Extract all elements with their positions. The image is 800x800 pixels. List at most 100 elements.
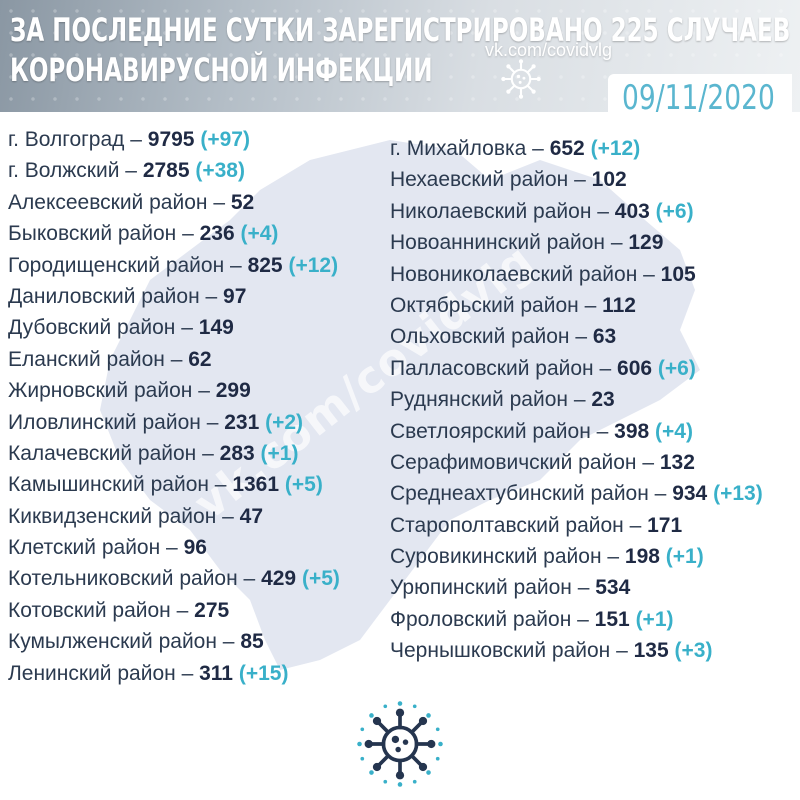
district-row: Чернышковский район – 135 (+3) — [390, 639, 713, 663]
district-row: Светлоярский район – 398 (+4) — [390, 419, 693, 443]
header-banner: ЗА ПОСЛЕДНИЕ СУТКИ ЗАРЕГИСТРИРОВАНО 225 … — [0, 0, 800, 122]
district-row: Серафимовичский район – 132 — [390, 450, 695, 474]
district-name: Среднеахтубинский район — [390, 482, 649, 506]
district-total: 1361 — [232, 473, 280, 497]
virus-icon — [355, 699, 445, 789]
district-total: 652 — [549, 137, 585, 160]
district-name: г. Волжский — [8, 159, 120, 183]
virus-icon — [501, 59, 541, 99]
district-row: г. Волгоград – 9795 (+97) — [8, 128, 250, 151]
headline-line-2: КОРОНАВИРУСНОЙ ИНФЕКЦИИ — [10, 51, 433, 89]
district-row: Кумылженский район – 85 — [8, 630, 264, 654]
district-name: Николаевский район — [390, 199, 592, 223]
district-row: Быковский район – 236 (+4) — [8, 222, 279, 246]
district-total: 132 — [659, 450, 695, 474]
district-name: г. Волгоград — [8, 128, 125, 151]
district-total: 102 — [591, 168, 627, 192]
district-name: г. Михайловка — [390, 137, 527, 160]
district-name: Быковский район — [8, 222, 177, 246]
headline-line-1: ЗА ПОСЛЕДНИЕ СУТКИ ЗАРЕГИСТРИРОВАНО 225 … — [10, 11, 791, 49]
district-list-right: г. Михайловка – 652 (+12) Нехаевский райо… — [390, 133, 763, 667]
district-name: Клетский район — [8, 536, 161, 560]
district-list-left: г. Волгоград – 9795 (+97) г. Волжский – 2… — [8, 124, 340, 689]
district-increase: (+1) — [665, 545, 704, 569]
district-total: 97 — [223, 284, 247, 308]
district-total: 299 — [215, 379, 251, 403]
district-total: 311 — [199, 661, 233, 685]
district-total: 62 — [188, 347, 212, 371]
district-name: Руднянский район — [390, 388, 568, 412]
district-total: 398 — [614, 419, 650, 443]
district-name: Еланский район — [8, 347, 165, 371]
district-name: Ленинский район — [8, 661, 176, 685]
district-total: 85 — [240, 630, 264, 654]
district-increase: (+3) — [674, 639, 713, 663]
district-row: Алексеевский район – 52 — [8, 190, 255, 214]
date-badge: 09/11/2020 — [608, 74, 792, 122]
district-row: Октябрьский район – 112 — [390, 293, 636, 317]
district-total: 135 — [633, 639, 669, 663]
district-name: Кумылженский район — [8, 630, 217, 654]
district-total: 151 — [594, 607, 630, 631]
district-name: Алексеевский район — [8, 190, 208, 214]
district-total: 171 — [647, 513, 683, 537]
district-row: Новониколаевский район – 105 — [390, 262, 696, 286]
district-name: Киквидзенский район — [8, 504, 217, 528]
district-total: 231 — [224, 410, 260, 434]
district-row: г. Михайловка – 652 (+12) — [390, 137, 641, 160]
district-total: 52 — [230, 190, 255, 214]
district-total: 534 — [595, 576, 631, 600]
district-row: Жирновский район – 299 — [8, 379, 251, 403]
district-name: Камышинский район — [8, 473, 209, 497]
district-row: г. Волжский – 2785 (+38) — [8, 159, 245, 183]
district-row: Городищенский район – 825 (+12) — [8, 253, 339, 277]
district-total: 403 — [614, 199, 650, 223]
district-row: Клетский район – 96 — [8, 536, 207, 560]
district-name: Фроловский район — [390, 607, 572, 631]
district-increase: (+38) — [195, 159, 245, 183]
district-total: 934 — [672, 482, 708, 506]
district-increase: (+5) — [301, 567, 340, 591]
district-increase: (+1) — [635, 607, 674, 631]
region-map-silhouette — [100, 140, 700, 670]
district-total: 105 — [660, 262, 696, 286]
district-increase: (+12) — [590, 137, 641, 160]
district-row: Еланский район – 62 — [8, 347, 212, 371]
district-name: Котельниковский район — [8, 567, 238, 591]
district-total: 283 — [219, 441, 255, 465]
district-total: 47 — [239, 504, 264, 528]
district-increase: (+1) — [260, 441, 299, 465]
district-row: Урюпинский район – 534 — [390, 576, 631, 600]
district-total: 149 — [198, 316, 234, 340]
district-row: Иловлинский район – 231 (+2) — [8, 410, 304, 434]
district-row: Калачевский район – 283 (+1) — [8, 441, 299, 465]
district-increase: (+12) — [288, 253, 339, 277]
district-increase: (+97) — [200, 128, 250, 151]
district-row: Нехаевский район – 102 — [390, 168, 627, 192]
district-total: 63 — [592, 325, 617, 349]
district-name: Суровикинский район — [390, 545, 602, 569]
district-row: Котовский район – 275 — [8, 598, 230, 622]
district-row: Николаевский район – 403 (+6) — [390, 199, 694, 223]
district-total: 825 — [247, 253, 283, 277]
district-total: 606 — [617, 356, 653, 380]
district-name: Иловлинский район — [8, 410, 201, 434]
district-total: 23 — [591, 388, 615, 412]
district-name: Нехаевский район — [390, 168, 569, 192]
district-increase: (+6) — [655, 199, 694, 223]
district-row: Руднянский район – 23 — [390, 388, 615, 412]
district-name: Дубовский район — [8, 316, 176, 340]
district-row: Среднеахтубинский район – 934 (+13) — [390, 482, 763, 506]
district-row: Старополтавский район – 171 — [390, 513, 683, 537]
district-row: Котельниковский район – 429 (+5) — [8, 567, 340, 591]
district-row: Фроловский район – 151 (+1) — [390, 607, 674, 631]
vk-link[interactable]: vk.com/covidvlg — [485, 40, 613, 60]
district-row: Суровикинский район – 198 (+1) — [390, 545, 704, 569]
district-name: Чернышковский район — [390, 639, 611, 663]
district-name: Жирновский район — [8, 379, 193, 403]
district-row: Камышинский район – 1361 (+5) — [8, 473, 323, 497]
district-total: 96 — [183, 536, 207, 560]
district-total: 198 — [624, 545, 660, 569]
district-increase: (+15) — [238, 661, 289, 685]
